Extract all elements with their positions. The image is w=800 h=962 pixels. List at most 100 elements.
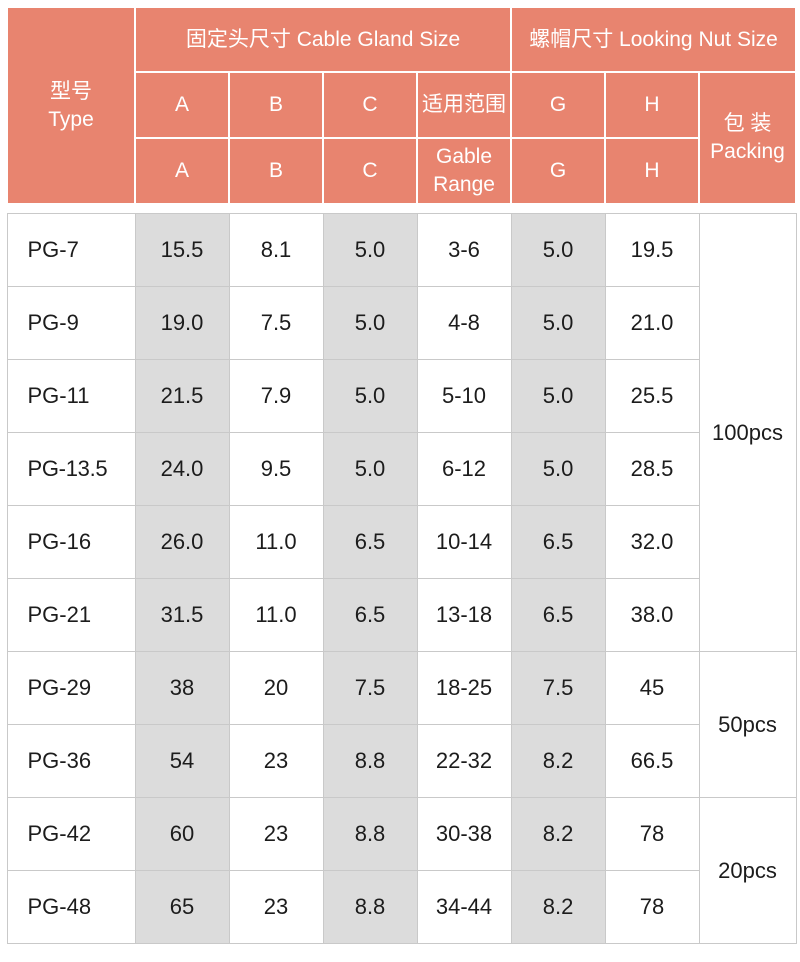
c-cell: 8.8 bbox=[322, 724, 418, 798]
b-cell: 7.9 bbox=[228, 359, 324, 433]
col-h-en: H bbox=[604, 137, 701, 205]
g-cell: 6.5 bbox=[510, 578, 606, 652]
c-cell: 5.0 bbox=[322, 432, 418, 506]
g-cell: 6.5 bbox=[510, 505, 606, 579]
col-range-en-bottom: Range bbox=[433, 173, 495, 196]
c-cell: 5.0 bbox=[322, 286, 418, 360]
table-row: PG-11 21.5 7.9 5.0 5-10 5.0 25.5 bbox=[6, 359, 796, 433]
a-cell: 21.5 bbox=[134, 359, 230, 433]
type-cell: PG-16 bbox=[6, 505, 136, 579]
packing-cell: 50pcs bbox=[698, 651, 797, 798]
table-row: PG-7 15.5 8.1 5.0 3-6 5.0 19.5 100pcs bbox=[6, 213, 797, 652]
a-cell: 24.0 bbox=[134, 432, 230, 506]
b-cell: 20 bbox=[228, 651, 324, 725]
table-row: PG-13.5 24.0 9.5 5.0 6-12 5.0 28.5 bbox=[6, 432, 796, 506]
range-cell: 3-6 bbox=[416, 213, 512, 287]
range-cell: 10-14 bbox=[416, 505, 512, 579]
h-cell: 45 bbox=[604, 651, 700, 725]
range-cell: 30-38 bbox=[416, 797, 512, 871]
c-cell: 8.8 bbox=[322, 797, 418, 871]
c-cell: 5.0 bbox=[322, 359, 418, 433]
col-g-en: G bbox=[510, 137, 607, 205]
h-cell: 21.0 bbox=[604, 286, 700, 360]
b-cell: 11.0 bbox=[228, 505, 324, 579]
packing-cell: 20pcs bbox=[698, 797, 797, 944]
type-cell: PG-48 bbox=[6, 870, 136, 944]
a-cell: 15.5 bbox=[134, 213, 230, 287]
col-c-cn: C bbox=[322, 71, 418, 139]
c-cell: 5.0 bbox=[322, 213, 418, 287]
packing-cell: 100pcs bbox=[698, 213, 797, 652]
col-b-cn: B bbox=[228, 71, 324, 139]
g-cell: 8.2 bbox=[510, 797, 606, 871]
col-g-cn: G bbox=[510, 71, 607, 139]
type-header: 型号 Type bbox=[6, 6, 136, 205]
col-range-en-top: Gable bbox=[435, 145, 493, 168]
table-row: PG-29 38 20 7.5 18-25 7.5 45 50pcs bbox=[6, 651, 797, 798]
g-cell: 5.0 bbox=[510, 213, 606, 287]
h-cell: 66.5 bbox=[604, 724, 700, 798]
g-cell: 8.2 bbox=[510, 724, 606, 798]
b-cell: 23 bbox=[228, 870, 324, 944]
type-cell: PG-29 bbox=[6, 651, 136, 725]
type-cell: PG-13.5 bbox=[6, 432, 136, 506]
g-cell: 7.5 bbox=[510, 651, 606, 725]
b-cell: 7.5 bbox=[228, 286, 324, 360]
range-cell: 34-44 bbox=[416, 870, 512, 944]
b-cell: 23 bbox=[228, 797, 324, 871]
table-header: 型号 Type 固定头尺寸 Cable Gland Size 螺帽尺寸 Look… bbox=[6, 6, 798, 205]
a-cell: 65 bbox=[134, 870, 230, 944]
col-a-en: A bbox=[134, 137, 230, 205]
table-row: PG-36 54 23 8.8 22-32 8.2 66.5 bbox=[6, 724, 796, 798]
col-range-en: Gable Range bbox=[415, 137, 513, 205]
a-cell: 31.5 bbox=[134, 578, 230, 652]
b-cell: 23 bbox=[228, 724, 324, 798]
type-cell: PG-11 bbox=[6, 359, 136, 433]
nut-size-header: 螺帽尺寸 Looking Nut Size bbox=[510, 6, 798, 73]
range-cell: 4-8 bbox=[416, 286, 512, 360]
table-row: PG-42 60 23 8.8 30-38 8.2 78 20pcs bbox=[6, 797, 797, 944]
c-cell: 6.5 bbox=[322, 505, 418, 579]
a-cell: 19.0 bbox=[134, 286, 230, 360]
table-row: PG-9 19.0 7.5 5.0 4-8 5.0 21.0 bbox=[6, 286, 796, 360]
type-header-cn: 型号 bbox=[50, 79, 92, 103]
g-cell: 5.0 bbox=[510, 286, 606, 360]
h-cell: 78 bbox=[604, 797, 700, 871]
b-cell: 9.5 bbox=[228, 432, 324, 506]
c-cell: 6.5 bbox=[322, 578, 418, 652]
packing-header: 包 装 Packing bbox=[698, 71, 798, 205]
type-header-en: Type bbox=[48, 107, 94, 131]
table-row: PG-16 26.0 11.0 6.5 10-14 6.5 32.0 bbox=[6, 505, 796, 579]
range-cell: 5-10 bbox=[416, 359, 512, 433]
type-cell: PG-36 bbox=[6, 724, 136, 798]
packing-header-en: Packing bbox=[710, 140, 785, 163]
c-cell: 8.8 bbox=[322, 870, 418, 944]
cable-gland-size-header: 固定头尺寸 Cable Gland Size bbox=[133, 6, 513, 73]
g-cell: 5.0 bbox=[510, 359, 606, 433]
h-cell: 32.0 bbox=[604, 505, 700, 579]
h-cell: 78 bbox=[604, 870, 700, 944]
g-cell: 8.2 bbox=[510, 870, 606, 944]
type-cell: PG-7 bbox=[6, 213, 136, 287]
type-cell: PG-21 bbox=[6, 578, 136, 652]
table-body: PG-7 15.5 8.1 5.0 3-6 5.0 19.5 100pcs PG… bbox=[6, 213, 797, 944]
a-cell: 60 bbox=[134, 797, 230, 871]
col-range-cn: 适用范围 bbox=[415, 71, 513, 139]
b-cell: 8.1 bbox=[228, 213, 324, 287]
h-cell: 38.0 bbox=[604, 578, 700, 652]
header-gap bbox=[7, 204, 797, 214]
a-cell: 54 bbox=[134, 724, 230, 798]
h-cell: 25.5 bbox=[604, 359, 700, 433]
spec-table: 型号 Type 固定头尺寸 Cable Gland Size 螺帽尺寸 Look… bbox=[6, 6, 798, 944]
col-b-en: B bbox=[228, 137, 324, 205]
packing-header-cn: 包 装 bbox=[723, 112, 772, 135]
range-cell: 13-18 bbox=[416, 578, 512, 652]
h-cell: 19.5 bbox=[604, 213, 700, 287]
range-cell: 22-32 bbox=[416, 724, 512, 798]
table-row: PG-48 65 23 8.8 34-44 8.2 78 bbox=[6, 870, 796, 944]
type-cell: PG-9 bbox=[6, 286, 136, 360]
table-row: PG-21 31.5 11.0 6.5 13-18 6.5 38.0 bbox=[6, 578, 796, 652]
g-cell: 5.0 bbox=[510, 432, 606, 506]
type-cell: PG-42 bbox=[6, 797, 136, 871]
a-cell: 26.0 bbox=[134, 505, 230, 579]
